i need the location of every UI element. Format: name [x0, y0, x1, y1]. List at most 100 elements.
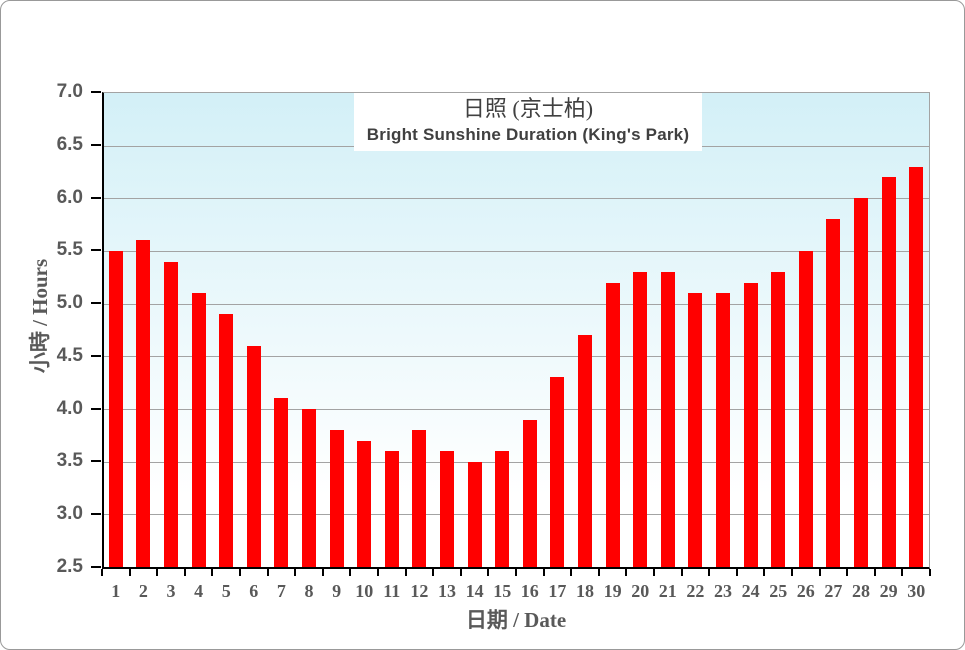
x-axis-tick	[432, 569, 435, 576]
x-axis-tick	[515, 569, 517, 576]
x-tick-label: 7	[276, 581, 286, 601]
bar-day-27	[826, 219, 841, 567]
y-tick-label: 3.5	[56, 450, 83, 472]
bar-day-18	[578, 335, 592, 567]
bar-day-12	[412, 430, 427, 567]
x-tick-label: 10	[355, 581, 374, 601]
bar-day-9	[329, 430, 344, 567]
x-axis-tick	[128, 569, 131, 576]
x-tick-label: 16	[520, 581, 539, 601]
x-axis-tick	[487, 569, 490, 576]
x-axis-tick	[846, 569, 849, 576]
y-tick-label: 3.0	[56, 503, 83, 525]
x-tick-label: 11	[383, 581, 401, 601]
x-axis-tick	[625, 569, 628, 576]
x-axis-tick	[321, 569, 324, 576]
x-tick-label: 1	[111, 581, 121, 601]
gridline	[104, 250, 929, 252]
x-axis-tick	[680, 569, 683, 576]
x-axis-tick	[708, 569, 711, 576]
y-tick-label: 6.5	[56, 133, 83, 155]
bar-day-7	[274, 398, 289, 567]
bar-day-25	[771, 272, 786, 567]
x-tick-label: 15	[493, 581, 512, 601]
x-axis-tick	[818, 569, 821, 576]
bar-day-1	[108, 251, 123, 567]
x-axis-tick	[266, 569, 269, 576]
bar-day-17	[550, 377, 565, 567]
x-axis-tick	[570, 569, 573, 576]
gridline	[104, 356, 929, 358]
y-tick-label: 5.0	[56, 292, 83, 314]
x-tick-label: 19	[603, 581, 622, 601]
x-tick-label: 22	[686, 581, 705, 601]
chart-title-english: Bright Sunshine Duration (King's Park)	[366, 125, 690, 144]
x-axis-tick	[597, 569, 600, 576]
gridline	[104, 514, 929, 516]
y-axis-tick	[91, 513, 101, 516]
bar-day-8	[302, 409, 316, 567]
x-axis-tick	[183, 569, 186, 576]
y-tick-label: 4.5	[56, 344, 83, 366]
bar-day-28	[854, 198, 868, 567]
bar-day-30	[909, 166, 924, 567]
y-axis-tick	[91, 354, 101, 357]
y-tick-label: 2.5	[56, 556, 83, 577]
bar-day-16	[522, 419, 537, 567]
x-tick-label: 20	[631, 581, 650, 601]
x-axis-tick	[211, 569, 214, 576]
x-axis-tick	[763, 569, 766, 576]
x-tick-label: 12	[410, 581, 429, 601]
x-axis-tick	[377, 569, 379, 576]
x-axis-tick	[156, 569, 159, 576]
x-axis-tick	[239, 569, 241, 576]
gridline	[104, 198, 929, 200]
x-tick-label: 21	[658, 581, 677, 601]
x-axis-tick	[901, 569, 904, 576]
x-tick-label: 26	[796, 581, 815, 601]
y-tick-label: 4.0	[56, 397, 83, 419]
x-tick-label: 14	[465, 581, 484, 601]
bar-day-19	[605, 282, 620, 567]
bar-day-23	[716, 293, 730, 567]
x-tick-label: 6	[249, 581, 259, 601]
bar-day-21	[660, 272, 675, 567]
y-axis-tick	[91, 407, 101, 410]
plot-area	[102, 92, 930, 569]
x-axis-tick	[404, 569, 407, 576]
x-tick-label: 23	[714, 581, 732, 601]
x-axis-tick	[542, 569, 545, 576]
y-axis-tick	[91, 91, 101, 93]
x-tick-label: 3	[166, 581, 176, 601]
x-tick-label: 13	[438, 581, 456, 601]
bar-day-13	[440, 451, 454, 567]
x-tick-label: 27	[824, 581, 843, 601]
y-axis-tick	[91, 302, 101, 305]
y-axis-tick	[91, 143, 101, 146]
bar-day-3	[164, 261, 178, 567]
x-tick-label: 5	[221, 581, 231, 601]
x-axis-tick	[101, 569, 103, 576]
x-axis-tick	[929, 569, 931, 576]
x-tick-label: 30	[907, 581, 926, 601]
x-tick-label: 18	[576, 581, 594, 601]
x-axis-tick	[873, 569, 876, 576]
bar-day-10	[357, 440, 372, 567]
y-tick-label: 5.5	[56, 239, 83, 261]
x-tick-label: 24	[741, 581, 760, 601]
y-tick-label: 6.0	[56, 186, 83, 208]
bar-day-22	[688, 293, 703, 567]
gridline	[104, 461, 929, 463]
x-axis-tick	[791, 569, 793, 576]
gridline	[104, 303, 929, 305]
x-tick-label: 29	[879, 581, 898, 601]
y-axis-tick	[91, 460, 101, 463]
bar-day-26	[798, 251, 813, 567]
y-axis-tick	[91, 249, 101, 252]
x-tick-label: 25	[769, 581, 788, 601]
bar-day-4	[191, 293, 206, 567]
x-tick-label: 28	[852, 581, 870, 601]
x-tick-label: 9	[332, 581, 342, 601]
y-tick-label: 7.0	[56, 81, 83, 102]
